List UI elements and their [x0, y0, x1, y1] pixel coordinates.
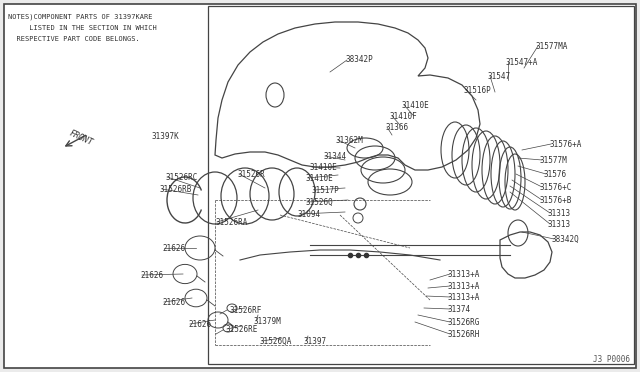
- Text: 31576: 31576: [544, 170, 567, 179]
- Text: 31410E: 31410E: [402, 101, 429, 110]
- Text: 31526QA: 31526QA: [260, 337, 292, 346]
- Text: 31410F: 31410F: [390, 112, 418, 121]
- Text: 31362M: 31362M: [336, 136, 364, 145]
- Text: 31313+A: 31313+A: [448, 270, 481, 279]
- Text: 31576+C: 31576+C: [540, 183, 572, 192]
- Text: 31517P: 31517P: [312, 186, 340, 195]
- Text: 31526RB: 31526RB: [160, 185, 193, 194]
- Text: 31313+A: 31313+A: [448, 293, 481, 302]
- Text: FRONT: FRONT: [68, 129, 95, 147]
- Text: 31397K: 31397K: [152, 132, 180, 141]
- Text: RESPECTIVE PART CODE BELONGS.: RESPECTIVE PART CODE BELONGS.: [8, 36, 140, 42]
- Text: 21626: 21626: [162, 298, 185, 307]
- Text: 31094: 31094: [298, 210, 321, 219]
- Text: 31374: 31374: [448, 305, 471, 314]
- Text: 21626: 21626: [140, 271, 163, 280]
- Text: 31526RC: 31526RC: [165, 173, 197, 182]
- Text: 38342Q: 38342Q: [552, 235, 580, 244]
- Text: 31577M: 31577M: [540, 156, 568, 165]
- Text: 31547: 31547: [488, 72, 511, 81]
- Text: 38342P: 38342P: [345, 55, 372, 64]
- Text: 31366: 31366: [385, 123, 408, 132]
- Text: 31313: 31313: [548, 220, 571, 229]
- Text: 31526RE: 31526RE: [225, 325, 257, 334]
- Text: 31397: 31397: [304, 337, 327, 346]
- Text: LISTED IN THE SECTION IN WHICH: LISTED IN THE SECTION IN WHICH: [8, 25, 157, 31]
- Text: J3 P0006: J3 P0006: [593, 355, 630, 364]
- Text: 21626: 21626: [188, 320, 211, 329]
- Text: 31526RF: 31526RF: [230, 306, 262, 315]
- Text: 31526Q: 31526Q: [305, 198, 333, 207]
- Bar: [208, 6, 634, 364]
- Text: 31526RA: 31526RA: [215, 218, 248, 227]
- Text: 31576+A: 31576+A: [549, 140, 581, 149]
- Text: 31313: 31313: [548, 209, 571, 218]
- Text: 31410E: 31410E: [310, 163, 338, 172]
- Text: 31526RG: 31526RG: [448, 318, 481, 327]
- Text: 31516P: 31516P: [464, 86, 492, 95]
- Text: NOTES)COMPONENT PARTS OF 31397KARE: NOTES)COMPONENT PARTS OF 31397KARE: [8, 14, 152, 20]
- Text: 21626: 21626: [162, 244, 185, 253]
- Text: 31410E: 31410E: [306, 174, 333, 183]
- Text: 31379M: 31379M: [254, 317, 282, 326]
- Text: 31526R: 31526R: [237, 170, 265, 179]
- Text: 31313+A: 31313+A: [448, 282, 481, 291]
- Text: 31344: 31344: [323, 152, 346, 161]
- Text: 31577MA: 31577MA: [536, 42, 568, 51]
- Text: 31547+A: 31547+A: [506, 58, 538, 67]
- Text: 31526RH: 31526RH: [448, 330, 481, 339]
- Text: 31576+B: 31576+B: [540, 196, 572, 205]
